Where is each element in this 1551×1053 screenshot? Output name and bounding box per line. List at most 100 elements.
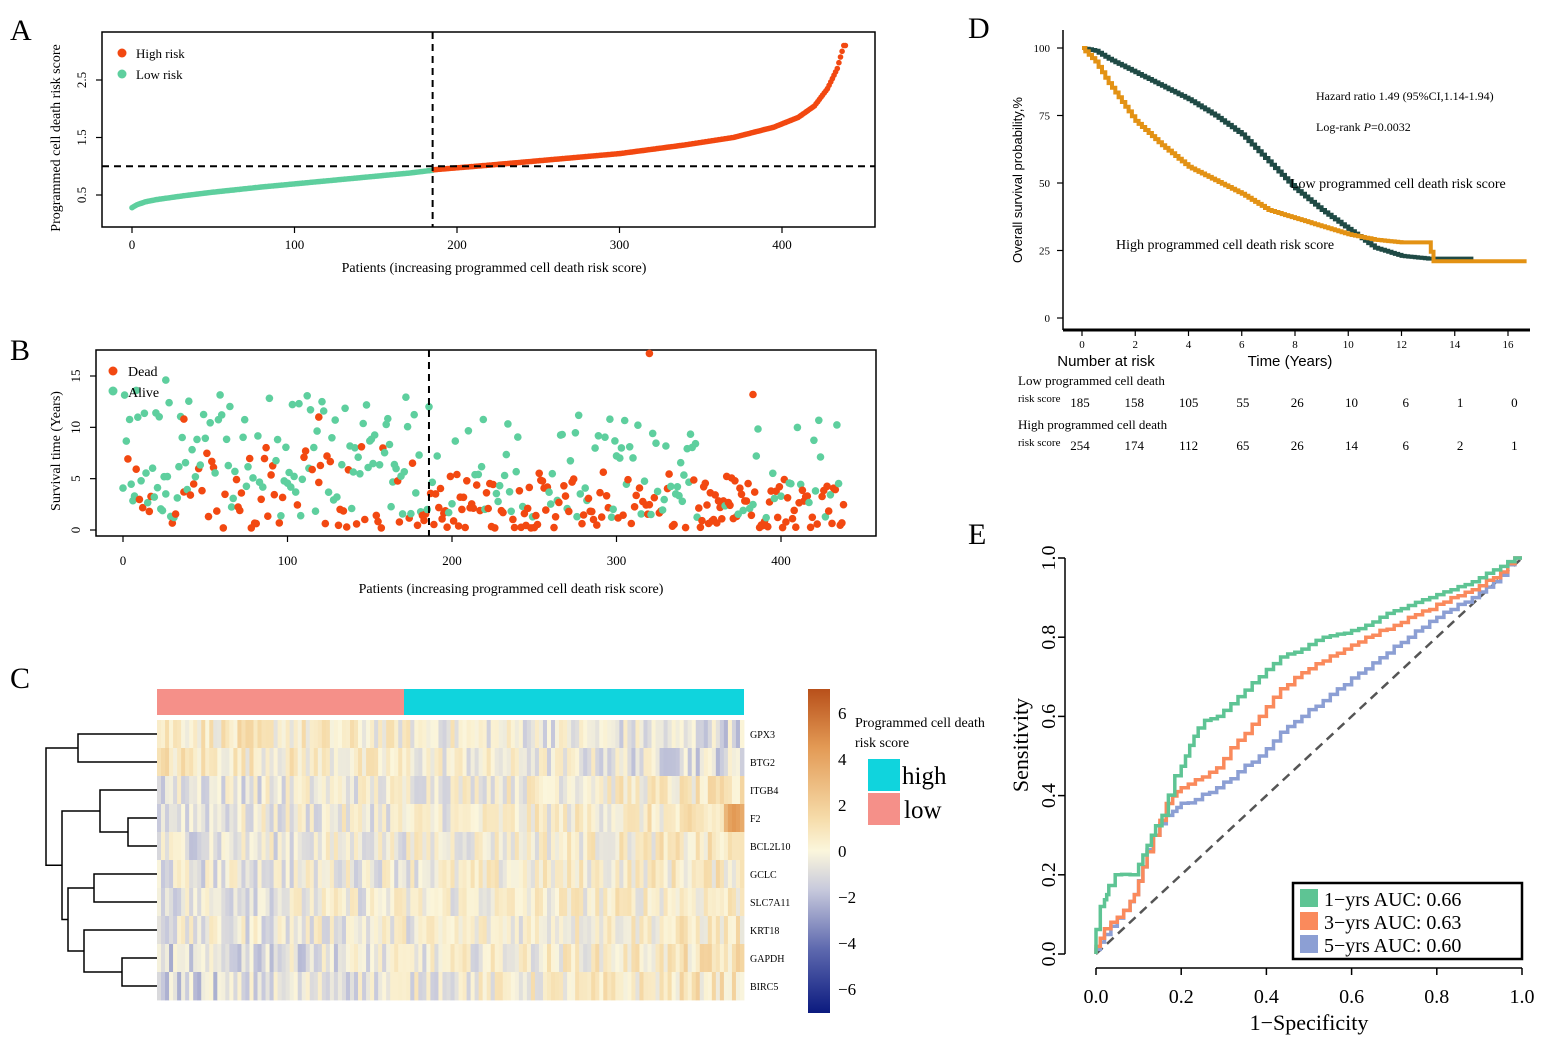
y-tick-label: 1.5 [74,129,89,145]
heatmap-cell [221,804,226,833]
heatmap-cell [623,720,628,749]
heatmap-cell [611,720,616,749]
heatmap-cell [422,776,427,805]
alive-point [216,391,224,399]
alive-point [637,510,645,518]
heatmap-cell [438,776,443,805]
y-tick-label: 100 [1034,43,1051,55]
heatmap-cell [390,776,395,805]
heatmap-cell [205,860,210,889]
heatmap-cell [305,888,311,917]
heatmap-cell [466,804,471,833]
heatmap-cell [173,720,178,749]
gene-label-itgb4: ITGB4 [750,786,778,797]
heatmap-cell [522,888,528,917]
heatmap-cell [277,888,283,917]
alive-point [134,413,142,422]
heatmap-cell [366,972,371,1001]
alive-point [296,511,305,520]
heatmap-cell [703,748,709,777]
alive-point [617,444,626,452]
group-bar-high [404,689,744,715]
heatmap-cell [370,748,375,777]
heatmap-cell [559,860,564,889]
heatmap-cell [494,776,500,805]
heatmap-cell [595,972,600,1001]
heatmap-cell [446,720,451,749]
heatmap-cell [635,916,640,945]
heatmap-cell [607,860,612,889]
heatmap-cell [731,720,737,749]
heatmap-cell [587,860,592,889]
heatmap-cell [341,860,347,889]
dead-point [635,484,644,492]
panel-a-frame [101,31,876,228]
heatmap-cell [285,860,291,889]
heatmap-cell [201,748,206,777]
heatmap-cell [627,720,632,749]
dead-point [145,507,154,516]
heatmap-cell [659,972,664,1001]
heatmap-cell [603,804,608,833]
heatmap-cell [671,916,677,945]
heatmap-cell [611,916,616,945]
heatmap-cell [173,804,178,833]
heatmap-cell [731,916,737,945]
heatmap-cell [442,972,447,1001]
heatmap-cell [575,860,580,889]
dead-point [750,488,759,496]
panel-b-xlabel: Patients (increasing programmed cell dea… [359,582,664,597]
heatmap-cell [301,860,307,889]
heatmap-cell [466,944,471,973]
dead-point [747,511,756,520]
heatmap-cell [378,804,383,833]
heatmap-cell [727,720,733,749]
panel-a-xlabel: Patients (increasing programmed cell dea… [342,261,647,276]
heatmap-cell [382,860,387,889]
heatmap-cell [623,972,628,1001]
alive-point [410,410,419,419]
heatmap-cell [410,972,415,1001]
heatmap-cell [551,804,556,833]
heatmap-cell [277,916,283,945]
heatmap-cell [185,804,190,833]
heatmap-cell [583,776,588,805]
heatmap-cell [201,832,206,861]
heatmap-cell [257,776,262,805]
risk-low-value: 10 [1345,395,1358,410]
heatmap-cell [245,888,250,917]
y-tick-label: 0.5 [74,187,89,203]
heatmap-cell [313,804,319,833]
heatmap-cell [446,860,451,889]
heatmap-cell [478,972,484,1001]
alive-point [359,419,368,428]
heatmap-cell [366,720,371,749]
roc-legend-box [1291,881,1524,961]
heatmap-cell [261,888,266,917]
heatmap-cell [719,944,725,973]
heatmap-cell [522,916,528,945]
heatmap-cell [671,804,677,833]
heatmap-cell [301,776,307,805]
heatmap-cell [518,748,524,777]
colorbar-tick-label: 6 [838,704,847,723]
heatmap-cell [177,944,182,973]
heatmap-cell [506,748,512,777]
dead-point [632,491,640,500]
heatmap-cell [703,944,709,973]
heatmap-cell [703,916,709,945]
x-tick-label: 16 [1503,339,1515,351]
heatmap-cell [571,888,576,917]
heatmap-cell [189,832,194,861]
x-tick-label: 400 [772,237,792,252]
heatmap-cell [309,888,315,917]
heatmap-cell [623,776,628,805]
dead-point [453,470,461,479]
heatmap-cell [695,888,701,917]
heatmap-cell [719,720,725,749]
heatmap-cell [607,972,612,1001]
heatmap-cell [414,860,419,889]
heatmap-cell [699,720,705,749]
heatmap-cell [555,776,560,805]
heatmap-cell [245,860,250,889]
